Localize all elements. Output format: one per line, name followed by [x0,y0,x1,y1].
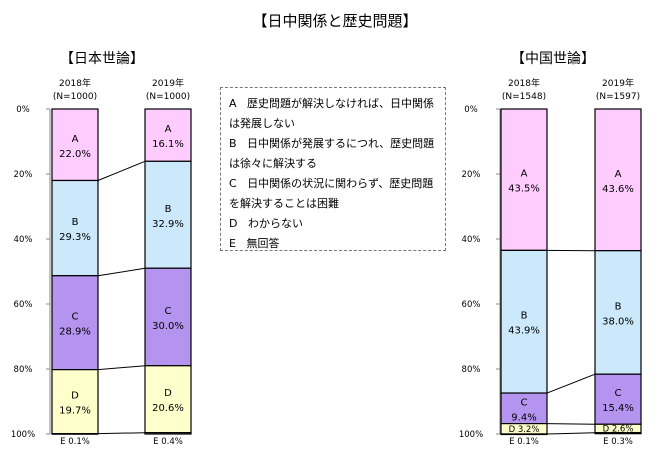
japan-segment-e-label: E 0.1% [60,437,90,447]
japan-bar-n-label: (N=1000) [146,92,190,102]
china-segment-e-label: E 0.1% [509,437,539,447]
china-bar-year-label: 2019年 [602,77,634,89]
china-segment-value-label: 38.0% [602,316,634,327]
japan-y-tick-label: 20% [14,170,33,180]
japan-bar-segment-a [51,108,99,182]
china-segment-value-label: 43.9% [508,326,540,337]
china-bar-year-label: 2018年 [508,77,540,89]
japan-connector-line [97,432,146,435]
china-y-tick-label: 40% [462,235,481,245]
japan-y-tick-label: 100% [11,430,35,440]
china-y-tick-label: 100% [459,430,483,440]
japan-bar-segment-b [51,179,99,277]
japan-subtitle: 【日本世論】 [60,51,144,67]
china-bar-n-label: (N=1597) [596,92,640,102]
china-subtitle: 【中国世論】 [511,51,595,67]
china-bar-segment-e [500,433,548,436]
china-segment-value-label: 43.5% [508,184,540,195]
china-connector-line [546,423,596,425]
japan-bar-segment-a [144,108,192,162]
japan-segment-value-label: 29.3% [59,232,91,243]
japan-segment-label: D [164,388,172,399]
japan-bar-year-label: 2018年 [59,77,91,89]
china-segment-d-label: D 2.6% [603,424,634,434]
china-segment-label: A [615,169,622,180]
japan-segment-e-label: E 0.4% [153,437,183,447]
japan-segment-label: D [71,391,79,402]
japan-y-tick-label: 40% [14,235,33,245]
japan-segment-value-label: 30.0% [152,321,184,332]
china-bar-segment-b [500,249,548,394]
legend-box: A 歴史問題が解決しなければ、日中関係は発展しない B 日中関係が発展するにつれ… [220,87,446,251]
main-title: 【日中関係と歴史問題】 [252,12,418,30]
japan-bar-segment-c [51,275,99,371]
china-segment-label: C [521,397,528,408]
japan-y-tick-label: 80% [14,365,33,375]
japan-segment-value-label: 16.1% [152,139,184,150]
japan-bar-year-label: 2019年 [152,77,184,89]
japan-segment-label: B [72,217,79,228]
china-bar-segment-a [594,108,642,252]
japan-bar-segment-c [144,267,192,367]
japan-segment-label: A [165,124,172,135]
japan-bar-segment-d [144,365,192,434]
china-bar-segment-e [594,432,642,435]
china-y-tick-label: 80% [462,365,481,375]
japan-segment-value-label: 28.9% [59,327,91,338]
legend-item-b: B 日中関係が発展するにつれ、歴史問題は徐々に解決する [229,137,435,170]
china-bar-segment-c [594,373,642,425]
china-connector-line [546,432,596,435]
china-connector-line [546,373,596,394]
china-y-tick-label: 0% [464,105,478,115]
japan-bar-segment-e [51,433,99,435]
japan-y-tick-label: 60% [14,300,33,310]
china-segment-label: B [615,301,622,312]
china-segment-value-label: 43.6% [602,184,634,195]
china-bar-segment-b [594,250,642,375]
china-segment-value-label: 15.4% [602,403,634,414]
china-segment-d-label: D 3.2% [509,425,540,435]
china-y-tick-label: 60% [462,300,481,310]
legend-item-d: D わからない [229,217,303,230]
china-bar-segment-a [500,108,548,251]
japan-segment-value-label: 22.0% [59,149,91,160]
china-segment-value-label: 9.4% [511,412,536,423]
china-y-tick-label: 20% [462,170,481,180]
china-bar-n-label: (N=1548) [502,92,546,102]
japan-connector-line [97,160,146,181]
japan-segment-label: A [72,134,79,145]
japan-segment-value-label: 19.7% [59,406,91,417]
china-segment-label: A [521,169,528,180]
china-segment-label: B [521,311,528,322]
japan-segment-label: B [165,204,172,215]
legend-item-e: E 無回答 [229,237,280,250]
china-segment-label: C [615,388,622,399]
japan-bar-segment-e [144,432,192,435]
legend-item-a: A 歴史問題が解決しなければ、日中関係は発展しない [229,97,435,130]
china-bar-segment-c [500,392,548,425]
japan-segment-value-label: 20.6% [152,403,184,414]
japan-connector-line [97,365,146,371]
japan-segment-value-label: 32.9% [152,219,184,230]
japan-connector-line [97,267,146,277]
japan-segment-label: C [72,312,79,323]
legend-item-c: C 日中関係の状況に関わらず、歴史問題を解決することは困難 [229,177,434,210]
japan-y-tick-label: 0% [16,105,30,115]
japan-bar-segment-b [144,160,192,269]
japan-bar-n-label: (N=1000) [53,92,97,102]
japan-segment-label: C [165,306,172,317]
china-segment-e-label: E 0.3% [603,437,633,447]
japan-bar-segment-d [51,369,99,435]
